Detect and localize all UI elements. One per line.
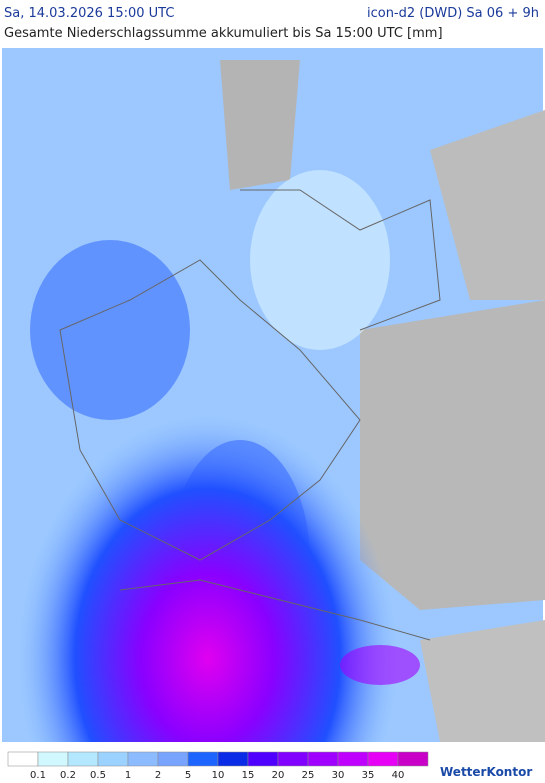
legend-label: 10 [212,770,225,781]
legend-swatch [67,751,99,767]
legend: 0.1 0.2 0.5 1 2 5 10 15 20 25 30 35 40 [7,751,429,781]
legend-label: 2 [155,770,161,781]
legend-swatch [337,751,369,767]
legend-swatch [127,751,159,767]
legend-swatch [187,751,219,767]
legend-swatch [157,751,189,767]
legend-label: 25 [302,770,315,781]
legend-label: 40 [392,770,405,781]
legend-swatch [37,751,69,767]
brand: WetterKontor [440,765,532,779]
legend-swatch [97,751,129,767]
legend-label: 0.1 [30,770,46,781]
model-run: icon-d2 (DWD) Sa 06 + 9h [366,6,539,21]
legend-label: 15 [242,770,255,781]
legend-swatch [307,751,339,767]
legend-label: 20 [272,770,285,781]
datetime: Sa, 14.03.2026 15:00 UTC [4,6,175,21]
legend-swatch [397,751,429,767]
legend-label: 0.5 [90,770,106,781]
legend-label: 35 [362,770,375,781]
map-title: Gesamte Niederschlagssumme akkumuliert b… [4,26,443,41]
legend-label: 30 [332,770,345,781]
legend-swatch [7,751,39,767]
legend-swatch [277,751,309,767]
legend-label: 0.2 [60,770,76,781]
legend-label: 1 [125,770,131,781]
legend-swatch [247,751,279,767]
legend-swatch [217,751,249,767]
map [2,48,545,742]
legend-swatch [367,751,399,767]
legend-label: 5 [185,770,191,781]
